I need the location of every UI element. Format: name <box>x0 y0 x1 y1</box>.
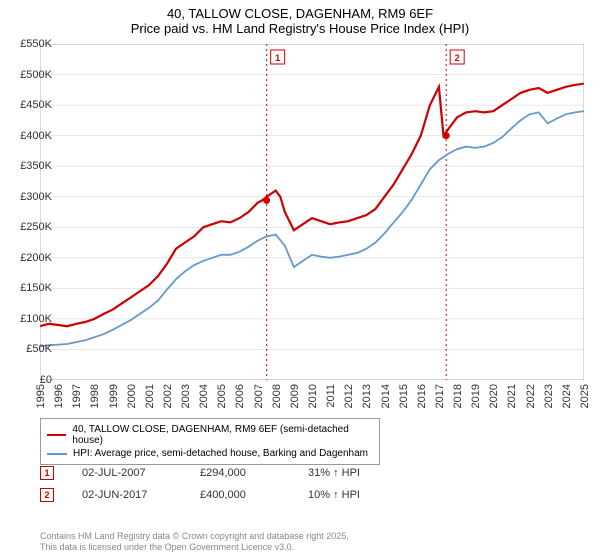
svg-text:2: 2 <box>455 53 460 63</box>
x-tick-label: 2022 <box>525 384 537 408</box>
chart-svg: 12 <box>40 44 584 380</box>
sale-delta: 31% ↑ HPI <box>308 467 360 479</box>
chart-area: 12 <box>40 44 584 380</box>
sale-row: 1 02-JUL-2007 £294,000 31% ↑ HPI <box>40 462 360 484</box>
sale-price: £294,000 <box>200 467 280 479</box>
x-tick-label: 2020 <box>488 384 500 408</box>
title-block: 40, TALLOW CLOSE, DAGENHAM, RM9 6EF Pric… <box>0 0 600 38</box>
x-tick-label: 2000 <box>126 384 138 408</box>
x-tick-label: 2007 <box>253 384 265 408</box>
sale-date: 02-JUN-2017 <box>82 489 172 501</box>
legend-swatch <box>47 453 67 455</box>
x-tick-label: 2015 <box>398 384 410 408</box>
x-tick-label: 2005 <box>216 384 228 408</box>
sale-marker-icon: 2 <box>40 488 54 502</box>
y-tick-label: £400K <box>20 130 52 142</box>
x-tick-label: 2013 <box>361 384 373 408</box>
x-tick-label: 2025 <box>579 384 591 408</box>
y-tick-label: £350K <box>20 160 52 172</box>
svg-text:1: 1 <box>275 53 280 63</box>
x-tick-label: 2011 <box>325 384 337 408</box>
x-tick-label: 2001 <box>144 384 156 408</box>
y-tick-label: £500K <box>20 69 52 81</box>
x-tick-label: 1997 <box>71 384 83 408</box>
y-tick-label: £550K <box>20 38 52 50</box>
x-tick-label: 2003 <box>180 384 192 408</box>
x-tick-label: 1995 <box>35 384 47 408</box>
legend-swatch <box>47 434 66 437</box>
x-tick-label: 2008 <box>271 384 283 408</box>
sale-delta: 10% ↑ HPI <box>308 489 360 501</box>
x-tick-label: 2004 <box>198 384 210 408</box>
sale-price: £400,000 <box>200 489 280 501</box>
legend: 40, TALLOW CLOSE, DAGENHAM, RM9 6EF (sem… <box>40 418 380 465</box>
footer-line: This data is licensed under the Open Gov… <box>40 542 349 554</box>
chart-container: 40, TALLOW CLOSE, DAGENHAM, RM9 6EF Pric… <box>0 0 600 560</box>
x-tick-label: 2006 <box>234 384 246 408</box>
legend-row: HPI: Average price, semi-detached house,… <box>47 447 373 460</box>
y-tick-label: £150K <box>20 282 52 294</box>
x-tick-label: 2009 <box>289 384 301 408</box>
footer-line: Contains HM Land Registry data © Crown c… <box>40 531 349 543</box>
legend-row: 40, TALLOW CLOSE, DAGENHAM, RM9 6EF (sem… <box>47 423 373 447</box>
x-tick-label: 2014 <box>380 384 392 408</box>
x-tick-label: 1996 <box>53 384 65 408</box>
legend-label: HPI: Average price, semi-detached house,… <box>73 448 368 459</box>
title-address: 40, TALLOW CLOSE, DAGENHAM, RM9 6EF <box>0 6 600 21</box>
y-tick-label: £200K <box>20 252 52 264</box>
x-tick-label: 2017 <box>434 384 446 408</box>
title-subtitle: Price paid vs. HM Land Registry's House … <box>0 21 600 36</box>
x-tick-label: 2018 <box>452 384 464 408</box>
x-tick-label: 2021 <box>506 384 518 408</box>
y-tick-label: £100K <box>20 313 52 325</box>
footer: Contains HM Land Registry data © Crown c… <box>40 531 349 554</box>
x-tick-label: 2012 <box>343 384 355 408</box>
sales-table: 1 02-JUL-2007 £294,000 31% ↑ HPI 2 02-JU… <box>40 462 360 506</box>
x-tick-label: 2023 <box>543 384 555 408</box>
x-tick-label: 2024 <box>561 384 573 408</box>
sale-marker-icon: 1 <box>40 466 54 480</box>
x-tick-label: 1999 <box>108 384 120 408</box>
legend-label: 40, TALLOW CLOSE, DAGENHAM, RM9 6EF (sem… <box>72 424 373 446</box>
y-tick-label: £450K <box>20 99 52 111</box>
y-tick-label: £50K <box>26 343 52 355</box>
x-tick-label: 2016 <box>416 384 428 408</box>
y-tick-label: £250K <box>20 221 52 233</box>
x-tick-label: 2002 <box>162 384 174 408</box>
x-tick-label: 1998 <box>89 384 101 408</box>
x-tick-label: 2010 <box>307 384 319 408</box>
sale-row: 2 02-JUN-2017 £400,000 10% ↑ HPI <box>40 484 360 506</box>
sale-date: 02-JUL-2007 <box>82 467 172 479</box>
x-tick-label: 2019 <box>470 384 482 408</box>
y-tick-label: £300K <box>20 191 52 203</box>
